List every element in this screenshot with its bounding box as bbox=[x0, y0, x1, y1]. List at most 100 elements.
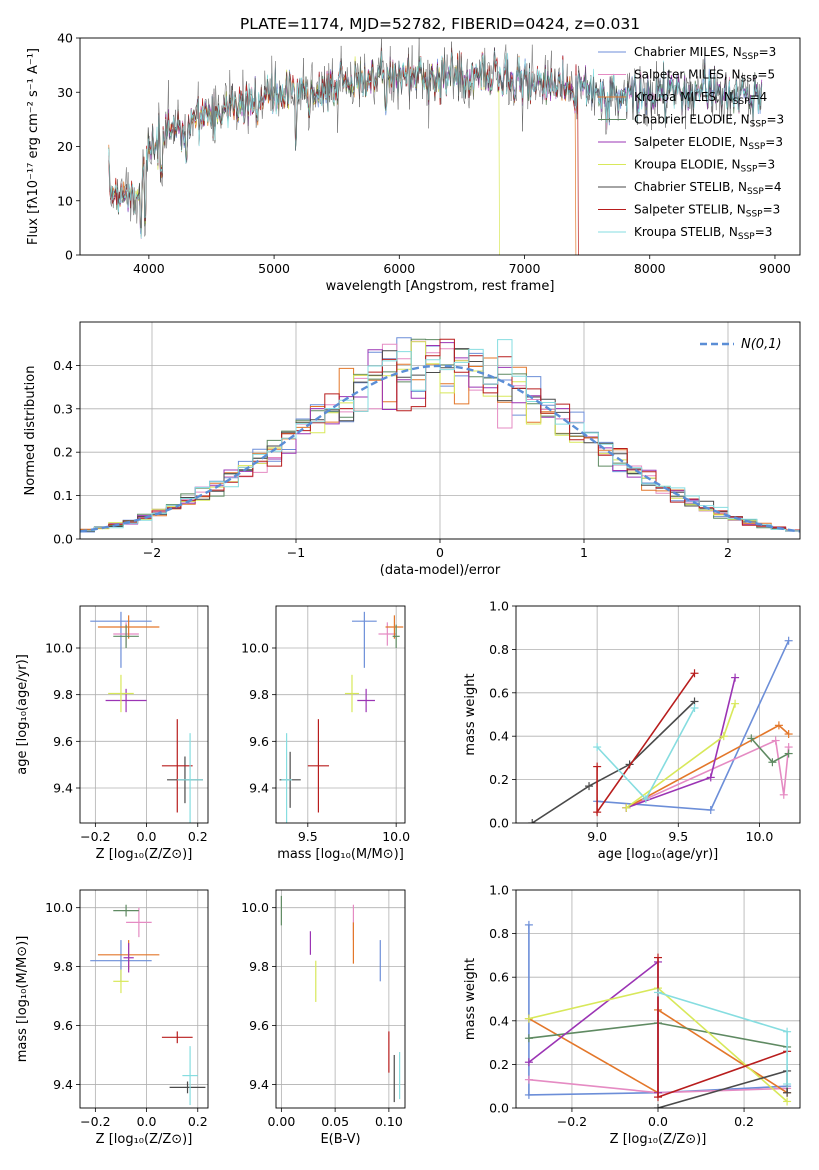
axes-mass-age: 9.5 10.0 9.4 9.6 9.8 10.0 bbox=[241, 606, 410, 844]
legend-entry: Kroupa STELIB, NSSP=3 bbox=[634, 225, 772, 242]
errorbar-frame bbox=[275, 605, 406, 824]
legend-entry: N(0,1) bbox=[741, 337, 782, 352]
legend-sub: SSP bbox=[746, 210, 763, 220]
spectrum-lines bbox=[108, 38, 763, 255]
x-tick-label: 9.5 bbox=[668, 829, 688, 844]
x-tick-label: 10.0 bbox=[382, 829, 410, 844]
y-tick-label: 0.0 bbox=[53, 532, 73, 547]
y-tick-label: 0.8 bbox=[489, 642, 509, 657]
x-tick-label: 0.0 bbox=[137, 829, 157, 844]
y-tick-label: 0.6 bbox=[489, 685, 509, 700]
x-tick-label: 7000 bbox=[509, 261, 541, 276]
errorbars bbox=[280, 895, 401, 1103]
errorbars bbox=[90, 611, 203, 823]
legend-suffix: =3 bbox=[759, 45, 777, 59]
x-tick-label: −0.2 bbox=[80, 829, 110, 844]
weight-series bbox=[657, 991, 788, 1084]
y-tick-label: 9.4 bbox=[53, 781, 73, 796]
x-axis-label: Z [log₁₀(Z/Z⊙)] bbox=[610, 1132, 707, 1147]
errorbar-frame bbox=[79, 889, 209, 1109]
x-tick-label: 0.2 bbox=[188, 829, 208, 844]
y-tick-label: 10.0 bbox=[45, 641, 73, 656]
y-tick-label: 1.0 bbox=[489, 599, 509, 614]
x-tick-label: 0.00 bbox=[267, 1114, 295, 1129]
axes-age-weight: 9.0 9.5 10.0 0.0 0.2 0.4 0.6 0.8 1.0 bbox=[489, 599, 800, 844]
x-tick-label: 0.0 bbox=[648, 1114, 668, 1129]
y-tick-label: 0 bbox=[65, 248, 73, 263]
x-axis-label: age [log₁₀(age/yr)] bbox=[598, 847, 719, 862]
x-tick-label: 9000 bbox=[759, 261, 791, 276]
weight-series bbox=[531, 700, 696, 823]
legend-name: Salpeter STELIB, N bbox=[634, 203, 746, 217]
x-axis-label: (data-model)/error bbox=[380, 563, 501, 578]
y-tick-label: 0.2 bbox=[489, 1057, 509, 1072]
y-tick-label: 0.3 bbox=[53, 401, 73, 416]
x-tick-label: 10.0 bbox=[746, 829, 774, 844]
x-tick-label: 6000 bbox=[383, 261, 415, 276]
y-tick-label: 9.8 bbox=[249, 687, 269, 702]
legend-entry: Chabrier STELIB, NSSP=4 bbox=[634, 180, 782, 197]
y-tick-label: 0.0 bbox=[489, 816, 509, 831]
x-tick-label: −2 bbox=[143, 545, 161, 560]
y-tick-label: 0.4 bbox=[53, 358, 73, 373]
spectrum-frame bbox=[79, 37, 801, 256]
spectrum-data bbox=[108, 38, 763, 237]
legend-name: Chabrier STELIB, N bbox=[634, 180, 747, 194]
normal-curve bbox=[80, 364, 800, 533]
weight-frame bbox=[515, 605, 801, 824]
x-tick-label: 0.0 bbox=[137, 1114, 157, 1129]
y-tick-label: 20 bbox=[57, 139, 73, 154]
y-tick-label: 0.2 bbox=[489, 772, 509, 787]
y-tick-label: 9.8 bbox=[53, 959, 73, 974]
y-axis-label: Flux [fλ10⁻¹⁷ erg cm⁻² s⁻¹ A⁻¹] bbox=[26, 48, 41, 245]
legend-entry: Salpeter STELIB, NSSP=3 bbox=[634, 203, 780, 220]
weight-frame bbox=[515, 889, 801, 1109]
x-axis-label: E(B-V) bbox=[320, 1132, 360, 1147]
y-tick-label: 9.4 bbox=[249, 781, 269, 796]
x-tick-label: 9.5 bbox=[298, 829, 318, 844]
weight-lines bbox=[528, 636, 793, 823]
y-tick-label: 0.1 bbox=[53, 488, 73, 503]
legend-entry: Kroupa ELODIE, NSSP=3 bbox=[634, 158, 775, 175]
y-tick-label: 9.8 bbox=[53, 687, 73, 702]
legend-name: Salpeter MILES, N bbox=[634, 68, 741, 82]
legend-suffix: =3 bbox=[763, 203, 781, 217]
y-tick-label: 0.8 bbox=[489, 926, 509, 941]
axes-Z-mass: −0.2 0.0 0.2 9.4 9.6 9.8 10.0 bbox=[45, 890, 208, 1129]
legend-sub: SSP bbox=[750, 120, 767, 130]
legend-sub: SSP bbox=[748, 142, 765, 152]
errorbars bbox=[90, 904, 206, 1106]
weight-series bbox=[596, 707, 696, 801]
errorbar-frame bbox=[275, 889, 406, 1109]
x-tick-label: 1 bbox=[580, 545, 588, 560]
weight-series bbox=[626, 677, 736, 809]
x-tick-label: 0.10 bbox=[375, 1114, 403, 1129]
y-tick-label: 9.4 bbox=[53, 1077, 73, 1092]
legend-entry: Kroupa MILES, NSSP=4 bbox=[634, 90, 767, 107]
y-axis-label: mass weight bbox=[463, 958, 478, 1040]
y-tick-label: 9.6 bbox=[53, 1018, 73, 1033]
legend-entry: Salpeter ELODIE, NSSP=3 bbox=[634, 135, 783, 152]
axes-Z-age: −0.2 0.0 0.2 9.4 9.6 9.8 10.0 bbox=[45, 606, 208, 844]
axes-Z-weight: −0.2 0.0 0.2 0.0 0.2 0.4 0.6 0.8 1.0 bbox=[489, 883, 800, 1129]
weight-series bbox=[596, 672, 696, 815]
y-tick-label: 9.6 bbox=[249, 1018, 269, 1033]
y-tick-label: 10 bbox=[57, 193, 73, 208]
legend-entry: Salpeter MILES, NSSP=5 bbox=[634, 68, 775, 85]
y-tick-label: 10.0 bbox=[241, 641, 269, 656]
y-tick-label: 1.0 bbox=[489, 883, 509, 898]
y-axis-label: mass [log₁₀(M/M⊙)] bbox=[15, 936, 30, 1063]
legend-name: Chabrier MILES, N bbox=[634, 45, 742, 59]
weight-series bbox=[750, 737, 789, 764]
x-axis-label: Z [log₁₀(Z/Z⊙)] bbox=[96, 1132, 193, 1147]
y-tick-label: 30 bbox=[57, 85, 73, 100]
x-tick-label: −0.2 bbox=[557, 1114, 587, 1129]
y-tick-label: 0.2 bbox=[53, 445, 73, 460]
y-tick-label: 40 bbox=[57, 31, 73, 46]
y-tick-label: 9.6 bbox=[53, 734, 73, 749]
y-tick-label: 0.4 bbox=[489, 729, 509, 744]
x-axis-label: Z [log₁₀(Z/Z⊙)] bbox=[96, 847, 193, 862]
x-tick-label: 0.05 bbox=[321, 1114, 349, 1129]
